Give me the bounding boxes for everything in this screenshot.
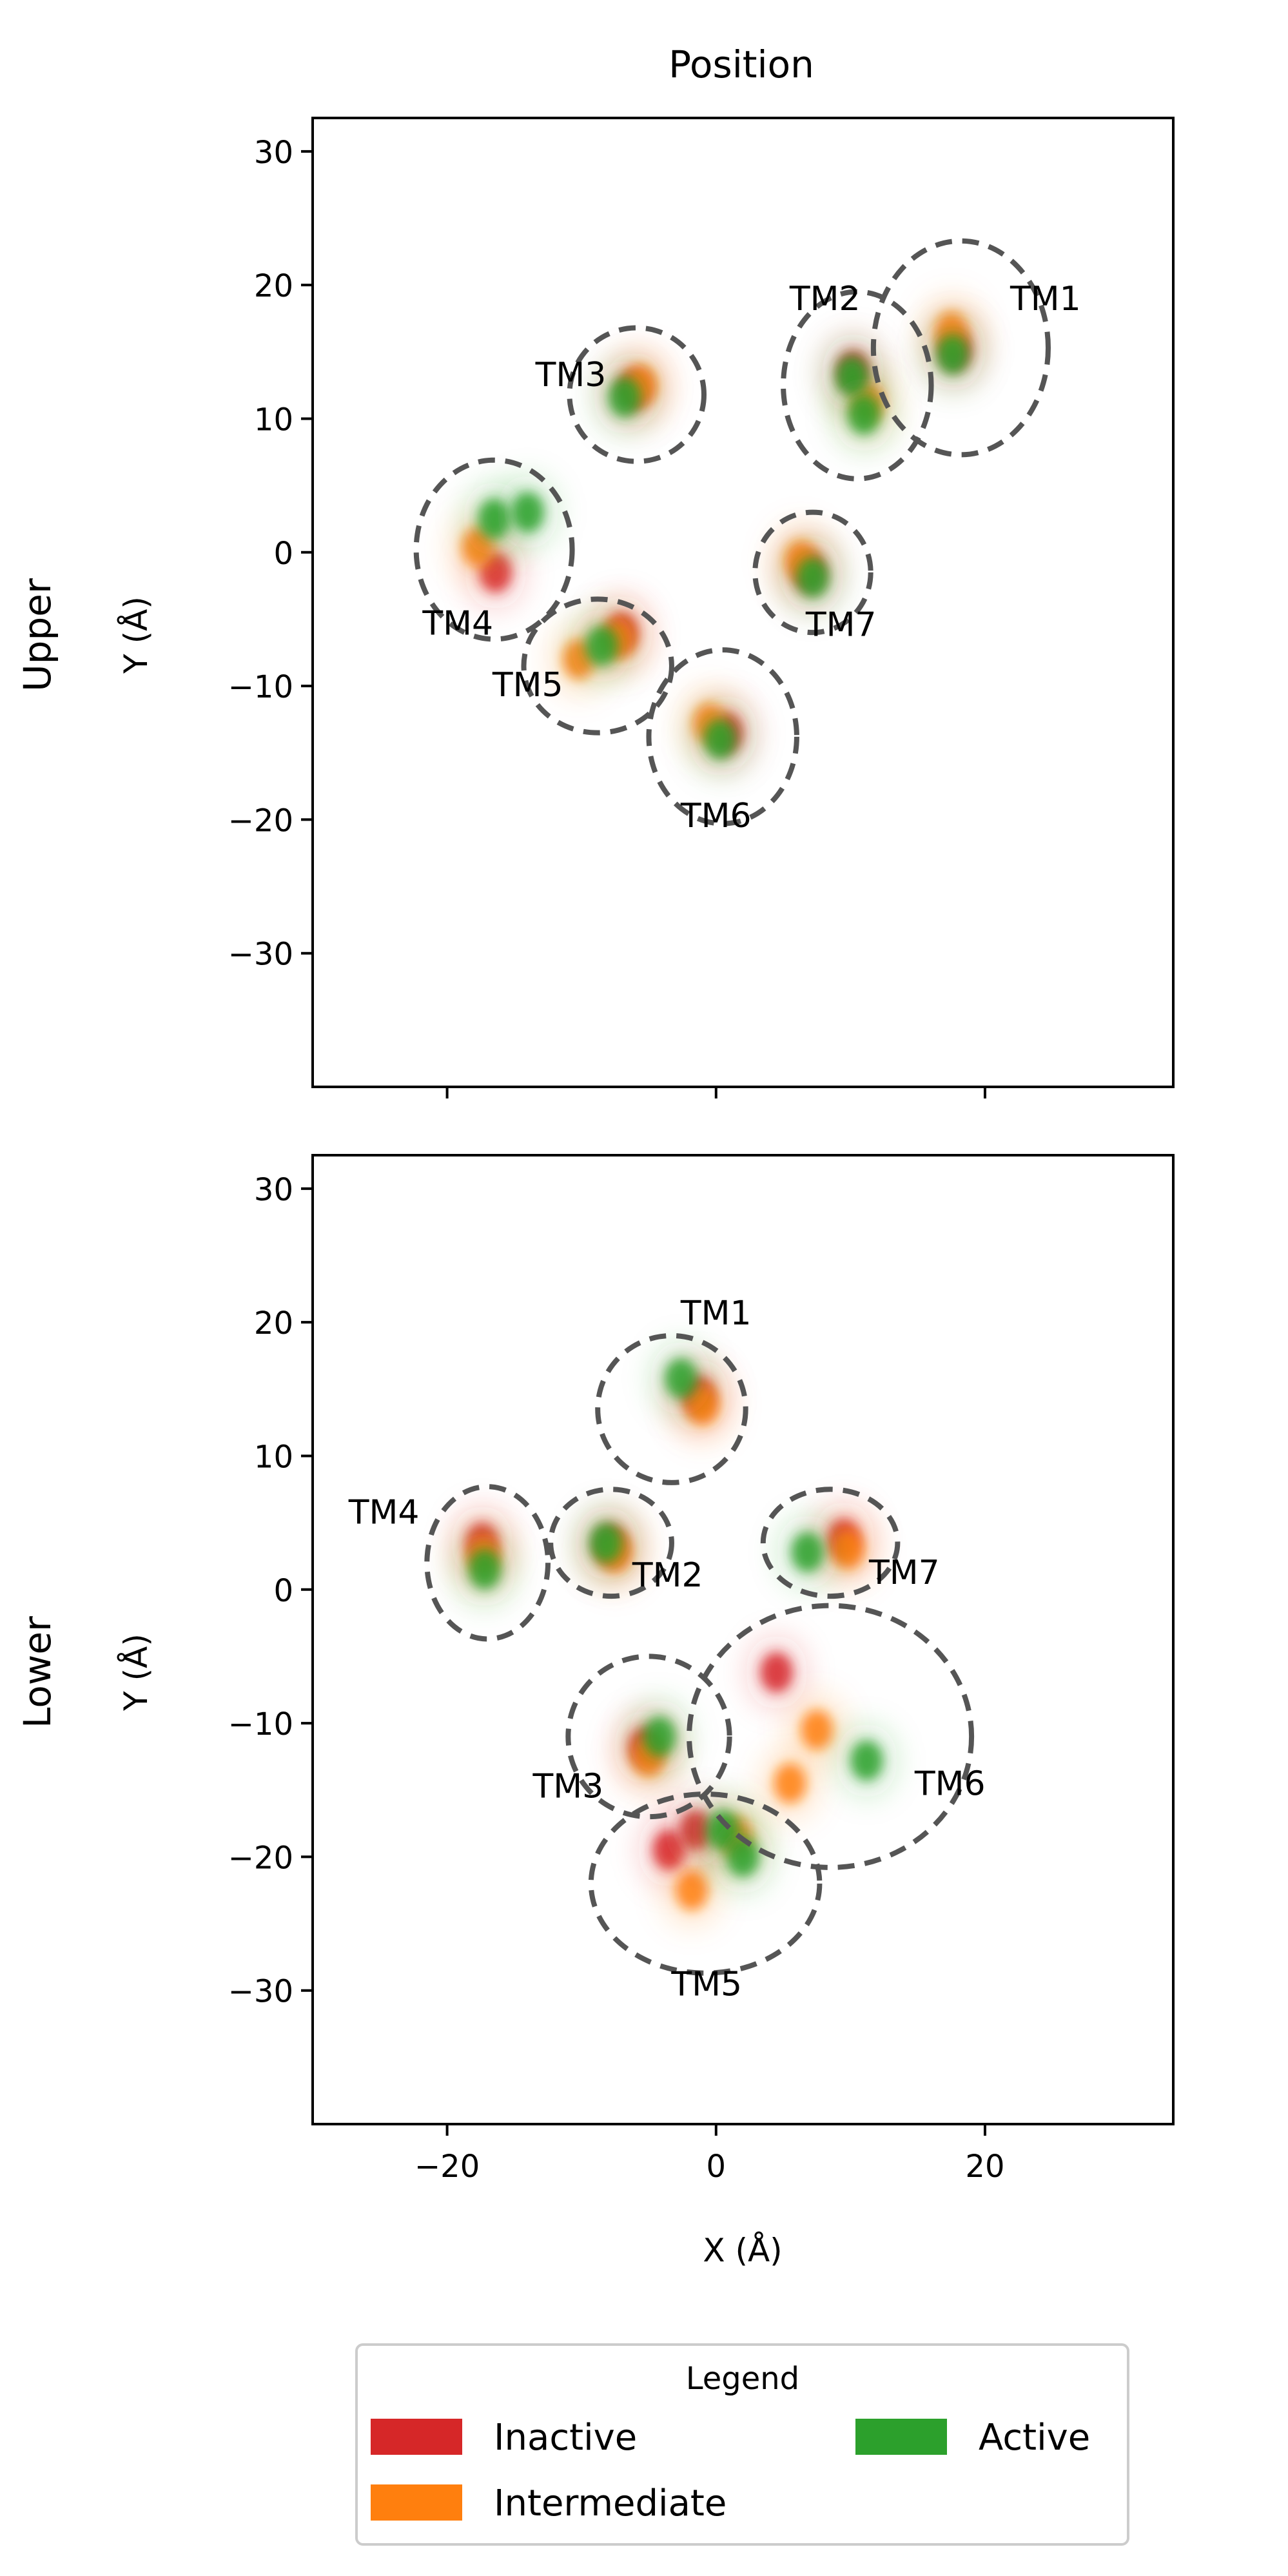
tm-region-outline [588,1791,823,1976]
tm-region-label: TM1 [1010,280,1081,318]
data-point [936,334,969,375]
data-point [774,1763,806,1804]
tm-region-outline [760,1487,901,1599]
data-point [760,1652,793,1693]
x-axis-label: X (Å) [703,2232,782,2269]
tm-region-label: TM5 [492,666,563,705]
y-tick-label: 20 [254,1305,293,1342]
legend-swatch-intermediate [371,2484,462,2521]
tm-region-label: TM4 [348,1494,420,1532]
tm-region-label: TM2 [632,1556,703,1595]
data-point [585,625,618,666]
x-tick-label: 0 [707,2149,727,2185]
tm-region-outline [565,1654,732,1820]
data-point [791,1532,824,1572]
data-point [665,1358,698,1399]
data-point [676,1870,708,1911]
y-tick-label: 10 [254,402,293,438]
tm-region-label: TM7 [868,1554,940,1592]
x-tick-label: −20 [415,2149,480,2185]
data-point [796,558,829,598]
tm-regions: TM1 TM2 TM3 TM4 TM5 TM6 TM7 [348,1294,986,2004]
y-tick-label: 10 [254,1439,293,1475]
tm-region-label: TM4 [422,605,493,643]
data-point [727,1837,759,1877]
y-tick-label: −30 [228,937,293,973]
plot-frame-upper [311,117,1175,1088]
y-axis-label-upper: Y (Å) [117,596,155,674]
tm-region-label: TM3 [532,1768,603,1806]
upper-panel: Upper Y (Å) TM1 TM2 TM3 TM4 TM5 TM6 TM7 30 20 10… [15,117,1175,1098]
tm-region-label: TM6 [680,797,752,835]
tm-region-outline [413,457,575,642]
y-tick-label: 0 [273,536,293,572]
tm-region-outline [752,509,873,636]
row-label-upper: Upper [15,578,59,692]
lower-panel: Lower Y (Å) TM1 TM2 TM3 TM4 TM5 TM6 TM7 30 20 10… [15,1154,1175,2269]
y-tick-label: 30 [254,1172,293,1208]
legend-label-inactive: Inactive [494,2417,637,2459]
y-tick-label: 0 [273,1573,293,1609]
tm-region-label: TM3 [535,356,607,395]
legend: Legend Inactive Intermediate Active [355,2343,1129,2546]
tm-region-outline [424,1484,551,1642]
tm-region-label: TM7 [805,606,877,645]
data-point [801,1710,834,1750]
tm-region-label: TM1 [680,1294,752,1333]
row-label-lower: Lower [15,1616,59,1728]
x-tick-label: 20 [965,2149,1004,2185]
data-point [848,395,881,435]
legend-swatch-active [855,2419,947,2455]
density-clouds [447,294,987,777]
plot-frame-lower [311,1154,1175,2125]
y-axis-label-lower: Y (Å) [117,1634,155,1712]
axis-ticks: 30 20 10 0 −10 −20 −30 −20 0 20 [228,1172,1005,2185]
density-clouds [451,1341,898,1928]
data-point [704,719,737,759]
tm-region-outline [781,289,934,482]
tm-region-outline [595,1332,748,1485]
tm-region-outline [646,647,799,826]
legend-title: Legend [686,2361,799,2397]
legend-swatch-inactive [371,2419,462,2455]
y-tick-label: −20 [228,1840,293,1876]
tm-region-label: TM2 [789,280,861,318]
tm-region-outline [521,596,674,736]
tm-region-outline [567,325,707,464]
tm-region-outline [687,1603,975,1870]
y-tick-label: −30 [228,1974,293,2010]
data-point [589,1523,622,1563]
axis-ticks: 30 20 10 0 −10 −20 −30 [228,135,986,1098]
tm-regions: TM1 TM2 TM3 TM4 TM5 TM6 TM7 [413,238,1081,835]
tm-region-label: TM5 [670,1965,742,2004]
data-point [832,1529,864,1570]
legend-label-active: Active [979,2417,1090,2459]
y-tick-label: 30 [254,135,293,171]
chart-title: Position [668,43,814,86]
legend-label-intermediate: Intermediate [494,2483,727,2524]
data-point [608,377,641,418]
y-tick-label: −20 [228,803,293,839]
y-tick-label: 20 [254,268,293,304]
data-point [643,1716,676,1757]
tm-region-label: TM6 [914,1764,986,1803]
data-point [850,1741,883,1781]
tm-region-outline [548,1487,674,1599]
y-tick-label: −10 [228,1706,293,1742]
legend-box [355,2343,1129,2546]
data-point [511,492,544,532]
tm-region-outline [870,238,1051,458]
y-tick-label: −10 [228,669,293,705]
data-point [469,1549,501,1590]
